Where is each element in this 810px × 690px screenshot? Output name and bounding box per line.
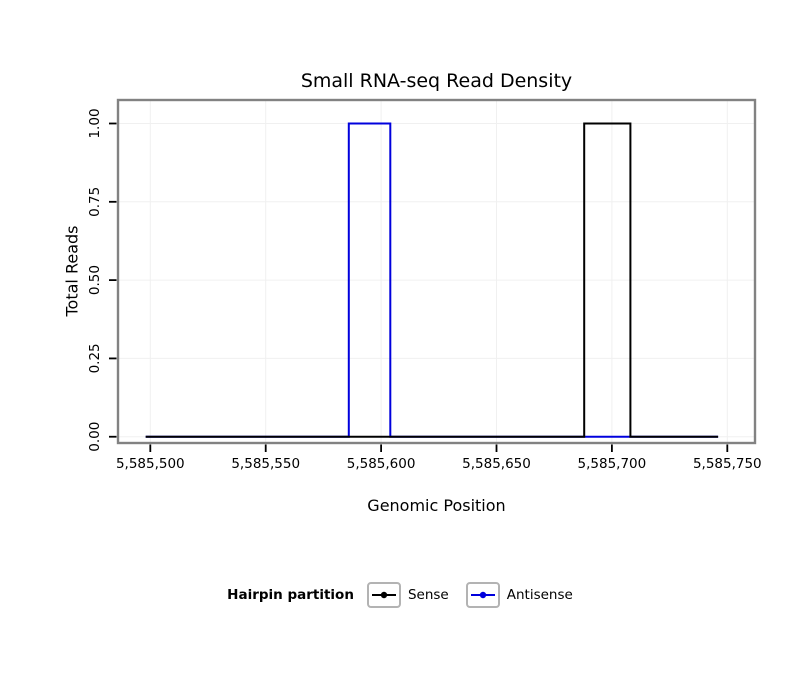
x-tick-label: 5,585,750 — [693, 456, 762, 472]
x-tick-label: 5,585,600 — [347, 456, 416, 472]
legend-label-sense: Sense — [407, 587, 449, 603]
legend-label-antisense: Antisense — [506, 587, 573, 603]
y-tick-label: 0.25 — [87, 343, 103, 373]
legend-key-antisense — [465, 582, 500, 608]
chart-title: Small RNA-seq Read Density — [300, 70, 573, 92]
x-tick-label: 5,585,650 — [462, 456, 531, 472]
y-tick-label: 0.50 — [87, 265, 103, 295]
x-tick-label: 5,585,700 — [578, 456, 647, 472]
x-tick-label: 5,585,500 — [116, 456, 185, 472]
y-tick-label: 1.00 — [87, 108, 103, 138]
y-tick-label: 0.00 — [87, 422, 103, 452]
y-axis-label: Total Reads — [62, 225, 82, 317]
plot-border — [116, 98, 757, 445]
legend: Hairpin partition Sense Antisense — [0, 582, 810, 608]
legend-entries: Sense Antisense — [366, 582, 583, 608]
legend-key-glyph-sense — [371, 591, 396, 599]
plot-panel — [118, 100, 755, 443]
legend-title: Hairpin partition — [227, 587, 354, 603]
series-line-sense — [145, 122, 719, 438]
x-tick-label: 5,585,550 — [231, 456, 300, 472]
plot-svg: 5,585,500 5,585,550 5,585,600 5,585,650 5,58… — [87, 98, 762, 472]
x-axis-label: Genomic Position — [367, 496, 506, 515]
legend-key-glyph-antisense — [470, 591, 495, 599]
y-tick-label: 0.75 — [87, 187, 103, 217]
legend-key-sense — [366, 582, 401, 608]
